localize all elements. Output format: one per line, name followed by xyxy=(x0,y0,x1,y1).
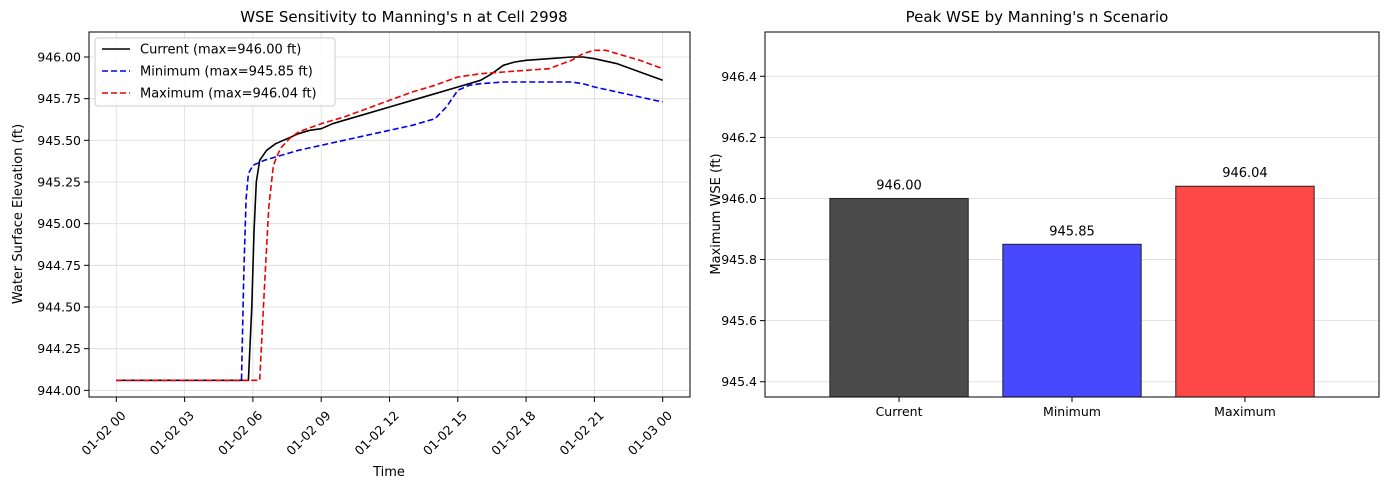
line-chart-x-label: Time xyxy=(372,465,405,480)
line-chart-x-ticks: 01-02 00 01-02 03 01-02 06 01-02 09 01-02 12… xyxy=(78,397,675,458)
line-chart-y-tick-label: 944.75 xyxy=(37,258,81,273)
line-series-current xyxy=(116,56,663,382)
line-chart-x-tick-label: 01-02 03 xyxy=(147,408,197,458)
line-chart-panel: WSE Sensitivity to Manning's n at Cell 2… xyxy=(11,8,691,480)
line-chart-x-tick-label: 01-02 06 xyxy=(215,408,265,458)
line-chart-y-tick-label: 945.25 xyxy=(37,175,81,190)
line-chart-grid xyxy=(89,32,690,397)
legend-label: Current (max=946.00 ft) xyxy=(140,43,301,58)
line-chart-y-ticks: 944.00 944.25 944.50 944.75 945.00 945.25 945.… xyxy=(37,50,89,398)
bar-chart-y-ticks: 945.4 945.6 945.8 946.0 946.2 946.4 xyxy=(721,69,765,389)
bar-current xyxy=(829,197,969,398)
bar-chart-y-tick-label: 946.0 xyxy=(721,191,757,206)
line-chart-x-tick-label: 01-02 21 xyxy=(556,408,606,458)
line-chart-y-label: Water Surface Elevation (ft) xyxy=(11,124,26,304)
line-chart-y-tick-label: 945.75 xyxy=(37,91,81,106)
legend-box xyxy=(94,37,336,107)
legend-label: Maximum (max=946.04 ft) xyxy=(140,87,317,102)
bar-value-label: 946.04 xyxy=(1222,166,1268,181)
bar-chart-x-tick-label: Current xyxy=(876,404,923,419)
legend-label: Minimum (max=945.85 ft) xyxy=(140,65,313,80)
line-chart-y-tick-label: 946.00 xyxy=(37,50,81,65)
bar-chart-bars: 946.00 945.85 946.04 xyxy=(829,166,1315,398)
bar-value-label: 946.00 xyxy=(876,178,922,193)
bar-maximum xyxy=(1175,185,1315,398)
line-chart-x-tick-label: 01-02 09 xyxy=(283,408,333,458)
bar-value-label: 945.85 xyxy=(1049,224,1095,239)
line-chart-y-tick-label: 945.00 xyxy=(37,216,81,231)
bar-chart-x-tick-label: Minimum xyxy=(1043,404,1101,419)
bar-chart-x-ticks: Current Minimum Maximum xyxy=(876,397,1276,419)
line-series-minimum xyxy=(116,81,663,382)
bar-chart-y-label: Maximum WSE (ft) xyxy=(709,153,724,274)
line-chart-x-tick-label: 01-02 12 xyxy=(352,408,402,458)
bar-chart-y-tick-label: 945.6 xyxy=(721,313,757,328)
line-chart-series xyxy=(116,49,663,382)
bar-chart-y-tick-label: 946.4 xyxy=(721,69,757,84)
line-chart-x-tick-label: 01-02 00 xyxy=(78,408,128,458)
line-series-maximum xyxy=(116,49,663,382)
line-chart-y-tick-label: 945.50 xyxy=(37,133,81,148)
bar-chart-x-tick-label: Maximum xyxy=(1214,404,1276,419)
bar-chart-y-tick-label: 945.8 xyxy=(721,252,757,267)
line-chart-y-tick-label: 944.50 xyxy=(37,300,81,315)
line-chart-title: WSE Sensitivity to Manning's n at Cell 2… xyxy=(240,8,567,26)
bar-chart-title: Peak WSE by Manning's n Scenario xyxy=(906,8,1169,26)
line-chart-x-tick-label: 01-02 15 xyxy=(420,408,470,458)
line-chart-legend: Current (max=946.00 ft) Minimum (max=945.… xyxy=(94,37,336,107)
bar-chart-panel: Peak WSE by Manning's n Scenario 946.009… xyxy=(709,8,1380,419)
bar-chart-y-tick-label: 946.2 xyxy=(721,130,757,145)
line-chart-x-tick-label: 01-03 00 xyxy=(625,408,675,458)
bar-minimum xyxy=(1002,243,1142,398)
bar-chart-y-tick-label: 945.4 xyxy=(721,374,757,389)
line-chart-y-tick-label: 944.25 xyxy=(37,341,81,356)
line-chart-y-tick-label: 944.00 xyxy=(37,383,81,398)
line-chart-x-tick-label: 01-02 18 xyxy=(488,408,538,458)
